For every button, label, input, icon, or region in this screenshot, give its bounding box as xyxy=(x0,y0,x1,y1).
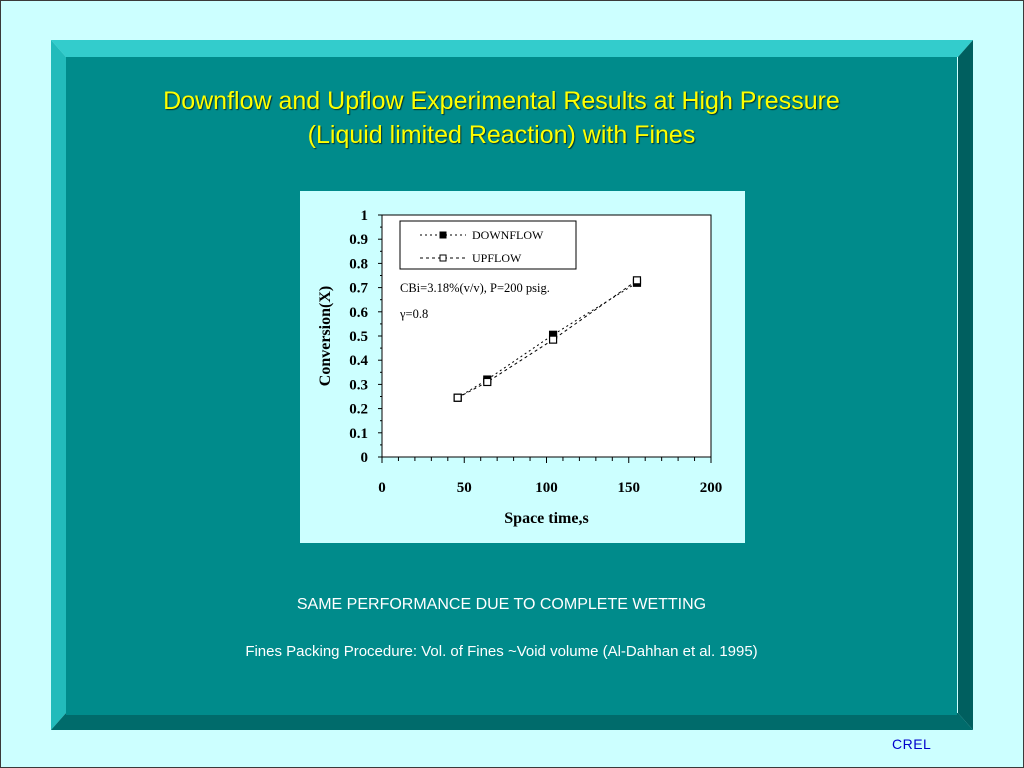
y-tick-label: 0.1 xyxy=(349,426,368,442)
y-tick-label: 0.4 xyxy=(349,353,368,369)
y-tick-label: 0.3 xyxy=(349,377,368,393)
x-axis-label: Space time,s xyxy=(504,510,588,527)
x-tick-label: 0 xyxy=(378,480,386,496)
slide-title: Downflow and Upflow Experimental Results… xyxy=(66,84,937,152)
legend-marker-downflow xyxy=(439,231,447,239)
data-point-upflow xyxy=(632,276,642,285)
data-point-upflow xyxy=(453,393,462,402)
legend-label-upflow: UPFLOW xyxy=(472,251,522,265)
caption-sub: Fines Packing Procedure: Vol. of Fines ~… xyxy=(245,643,758,660)
y-tick-label: 0.6 xyxy=(349,305,368,321)
slide-title-line2: (Liquid limited Reaction) with Fines xyxy=(307,121,696,149)
y-tick-label: 0.7 xyxy=(349,281,368,297)
data-point-upflow xyxy=(483,377,492,387)
chart-container: 0 0.1 0.2 0.3 0.4 0.5 0.6 0.7 0.8 0.9 1 0 50 100 150 20… xyxy=(300,191,745,543)
data-point-upflow xyxy=(548,335,558,344)
annotation-conditions: CBi=3.18%(v/v), P=200 psig. xyxy=(400,281,550,295)
caption-main: SAME PERFORMANCE DUE TO COMPLETE WETTING xyxy=(296,596,707,613)
x-tick-label: 100 xyxy=(535,480,558,496)
y-tick-label: 0.5 xyxy=(349,329,368,345)
slide-frame xyxy=(51,40,973,730)
x-tick-label: 50 xyxy=(457,480,472,496)
crel-logo: CREL xyxy=(892,736,932,752)
y-tick-label: 0 xyxy=(361,450,369,466)
annotation-box-conditions xyxy=(396,276,580,298)
annotation-box-gamma xyxy=(396,302,440,324)
y-tick-label: 0.8 xyxy=(349,256,368,272)
y-axis-label: Conversion(X) xyxy=(317,286,334,386)
series-line-upflow xyxy=(457,279,638,399)
annotation-gamma: γ=0.8 xyxy=(399,307,428,321)
conversion-chart: 0 0.1 0.2 0.3 0.4 0.5 0.6 0.7 0.8 0.9 1 0 50 100 150 20… xyxy=(317,208,723,527)
slide-title-line1: Downflow and Upflow Experimental Results… xyxy=(163,87,840,115)
x-tick-label: 150 xyxy=(618,480,641,496)
y-tick-label: 1 xyxy=(361,208,369,224)
x-tick-label: 200 xyxy=(700,480,723,496)
legend-box xyxy=(399,220,577,270)
y-tick-label: 0.2 xyxy=(349,402,368,418)
legend-marker-upflow xyxy=(439,254,447,262)
y-tick-label: 0.9 xyxy=(349,232,368,248)
legend-label-downflow: DOWNFLOW xyxy=(472,228,544,242)
